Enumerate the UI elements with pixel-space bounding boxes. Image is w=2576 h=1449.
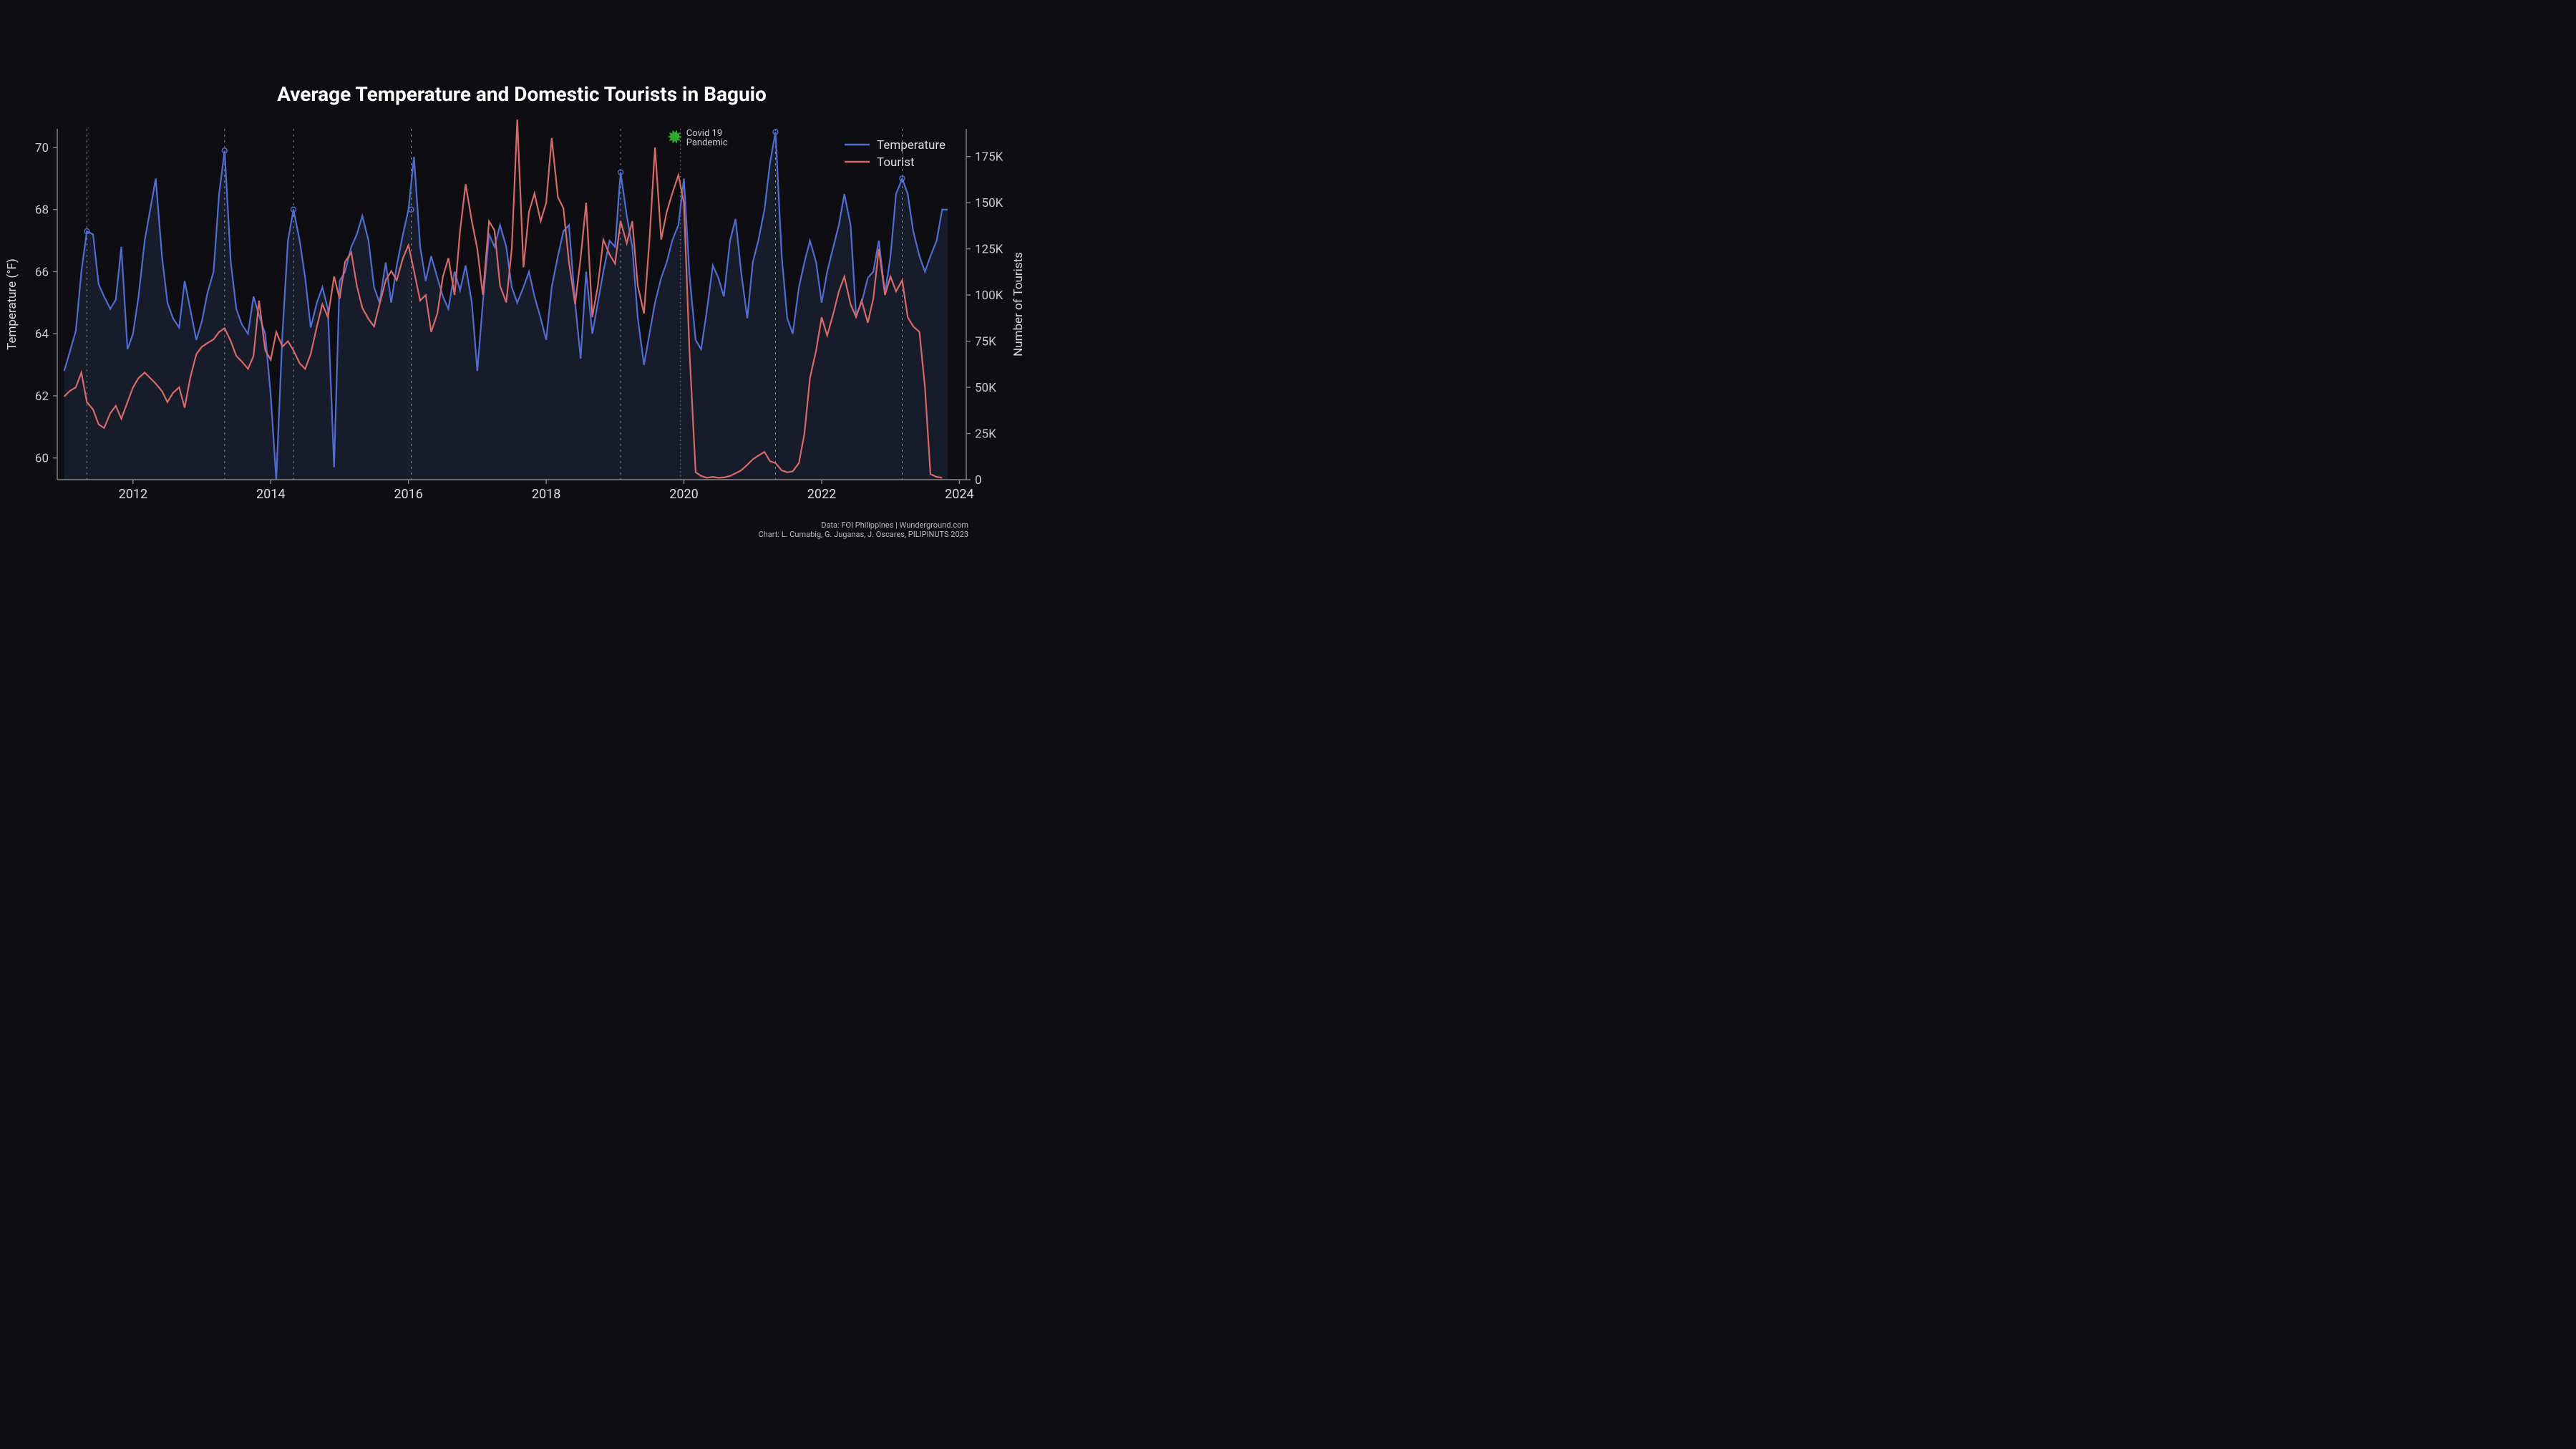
y-left-axis-title: Temperature (°F) — [5, 258, 19, 350]
chart-credits: Data: FOI Philippines | Wunderground.com… — [759, 520, 969, 541]
x-tick-label: 2022 — [807, 487, 836, 502]
y-left-tick-label: 64 — [35, 327, 49, 341]
y-left-tick-label: 62 — [35, 389, 49, 404]
y-right-tick-label: 175K — [975, 150, 1003, 165]
legend-tourist-label: Tourist — [877, 155, 915, 170]
y-right-tick-label: 75K — [975, 335, 996, 349]
credit-line-1: Data: FOI Philippines | Wunderground.com — [759, 520, 969, 530]
chart-title: Average Temperature and Domestic Tourist… — [0, 82, 1044, 106]
x-tick-label: 2016 — [394, 487, 422, 502]
y-left-tick-label: 68 — [35, 203, 49, 218]
y-left-tick-label: 66 — [35, 265, 49, 279]
chart-svg: 606264666870025K50K75K100K125K150K175K20… — [57, 129, 966, 480]
y-right-tick-label: 0 — [975, 473, 982, 488]
y-right-tick-label: 150K — [975, 196, 1003, 210]
legend-temperature-label: Temperature — [877, 138, 946, 152]
x-tick-label: 2018 — [532, 487, 560, 502]
y-right-tick-label: 100K — [975, 289, 1003, 303]
y-right-tick-label: 50K — [975, 381, 996, 395]
credit-line-2: Chart: L. Cumabig, G. Juganas, J. Oscare… — [759, 530, 969, 540]
plot-area: 606264666870025K50K75K100K125K150K175K20… — [57, 129, 966, 480]
x-tick-label: 2014 — [256, 487, 285, 502]
x-tick-label: 2020 — [669, 487, 698, 502]
x-tick-label: 2024 — [945, 487, 973, 502]
covid-annotation-label-2: Pandemic — [686, 137, 728, 148]
y-right-axis-title: Number of Tourists — [1011, 252, 1026, 357]
y-right-tick-label: 125K — [975, 243, 1003, 257]
virus-icon — [668, 130, 682, 143]
y-right-tick-label: 25K — [975, 427, 996, 442]
temperature-area-fill — [64, 132, 948, 480]
y-left-tick-label: 60 — [35, 452, 49, 466]
chart-container: Average Temperature and Domestic Tourist… — [0, 0, 1044, 584]
x-tick-label: 2012 — [119, 487, 147, 502]
y-left-tick-label: 70 — [35, 141, 49, 155]
